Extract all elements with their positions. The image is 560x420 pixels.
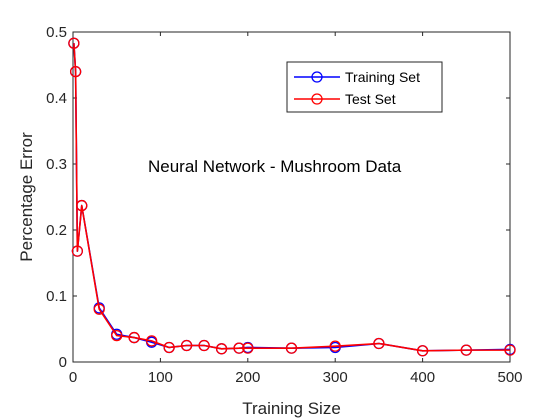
- tick-labels: 0 100 200 300 400 500 0 0.1 0.2 0.3 0.4 0.5: [46, 24, 522, 386]
- data-point-test: [198, 339, 210, 352]
- legend: Training Set Test Set: [286, 61, 443, 113]
- data-point-test: [242, 342, 254, 354]
- x-axis-label: Training Size: [242, 399, 341, 418]
- chart-annotation: Neural Network - Mushroom Data: [148, 157, 402, 176]
- data-point-test: [180, 339, 193, 352]
- x-tick-label: 100: [148, 369, 173, 386]
- data-point-test: [111, 329, 123, 342]
- x-tick-label: 200: [235, 369, 260, 386]
- legend-marker-training: [311, 71, 323, 83]
- data-point-test: [128, 331, 140, 344]
- x-tick-label: 500: [497, 369, 522, 386]
- data-point-test: [329, 340, 341, 352]
- y-tick-label: 0.2: [46, 222, 67, 239]
- data-point-test: [163, 341, 175, 354]
- data-point-test: [504, 344, 516, 356]
- legend-marker-test: [311, 93, 323, 105]
- y-axis-label: Percentage Error: [17, 132, 36, 262]
- data-point-test: [71, 245, 84, 257]
- data-point-test: [373, 337, 385, 350]
- data-point-test: [93, 303, 105, 315]
- y-tick-label: 0.1: [46, 288, 67, 305]
- data-point-test: [76, 199, 88, 212]
- legend-box: [286, 61, 443, 113]
- y-tick-label: 0.5: [46, 24, 67, 41]
- series-layer: [68, 37, 516, 357]
- data-point-test: [233, 342, 245, 354]
- legend-label-training: Training Set: [345, 69, 420, 85]
- data-point-test: [68, 37, 80, 49]
- y-tick-label: 0: [59, 354, 67, 371]
- data-point-test: [146, 335, 158, 347]
- x-tick-label: 0: [69, 369, 77, 386]
- data-point-test: [215, 343, 228, 355]
- data-point-test: [416, 345, 429, 357]
- data-point-test: [460, 344, 472, 356]
- y-tick-label: 0.3: [46, 156, 67, 173]
- legend-label-test: Test Set: [345, 91, 396, 107]
- x-tick-label: 300: [323, 369, 348, 386]
- data-point-test: [69, 65, 82, 78]
- axis-ticks: [72, 31, 511, 363]
- series-line-test: [73, 43, 510, 352]
- x-tick-label: 400: [410, 369, 435, 386]
- y-tick-label: 0.4: [46, 90, 67, 107]
- data-point-test: [285, 342, 298, 354]
